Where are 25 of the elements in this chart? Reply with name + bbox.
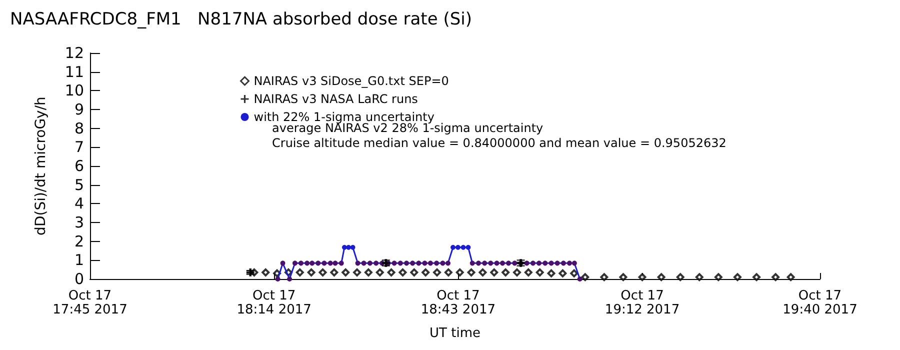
y-tick-label: 6 — [74, 157, 84, 175]
y-tick-label: 0 — [74, 270, 84, 288]
x-tick-label: Oct 17 18:43 2017 — [420, 288, 496, 318]
y-tick-label: 9 — [74, 100, 84, 118]
x-axis-title: UT time — [430, 326, 480, 341]
x-tick-label: Oct 17 17:45 2017 — [52, 288, 128, 318]
y-axis-title: dD(Si)/dt microGy/h — [33, 96, 49, 236]
x-tick-label: Oct 17 19:40 2017 — [782, 288, 858, 318]
y-tick-label: 1 — [74, 251, 84, 270]
y-tick-label: 7 — [74, 138, 84, 156]
y-tick-label: 4 — [74, 194, 84, 213]
y-tick-label: 12 — [64, 44, 84, 62]
annotation: Cruise altitude median value = 0.84000000 and mean value = 0.95052632 — [272, 136, 726, 150]
y-tick-label: 8 — [74, 119, 84, 138]
y-tick-label: 3 — [74, 214, 84, 232]
legend-label: NAIRAS v3 NASA LaRC runs — [254, 92, 418, 106]
y-tick-label: 10 — [64, 82, 84, 100]
legend-label: NAIRAS v3 SiDose_G0.txt SEP=0 — [254, 74, 449, 88]
y-tick-label: 5 — [74, 176, 84, 194]
legend-label: with 22% 1-sigma uncertainty — [254, 110, 434, 124]
y-tick-label: 2 — [74, 232, 84, 250]
x-tick-label: Oct 17 19:12 2017 — [604, 288, 680, 318]
y-tick-label: 11 — [64, 62, 84, 81]
x-tick-label: Oct 17 18:14 2017 — [236, 288, 312, 318]
chart-title: NASAAFRCDC8_FM1 N817NA absorbed dose rate (Si) — [10, 10, 472, 30]
